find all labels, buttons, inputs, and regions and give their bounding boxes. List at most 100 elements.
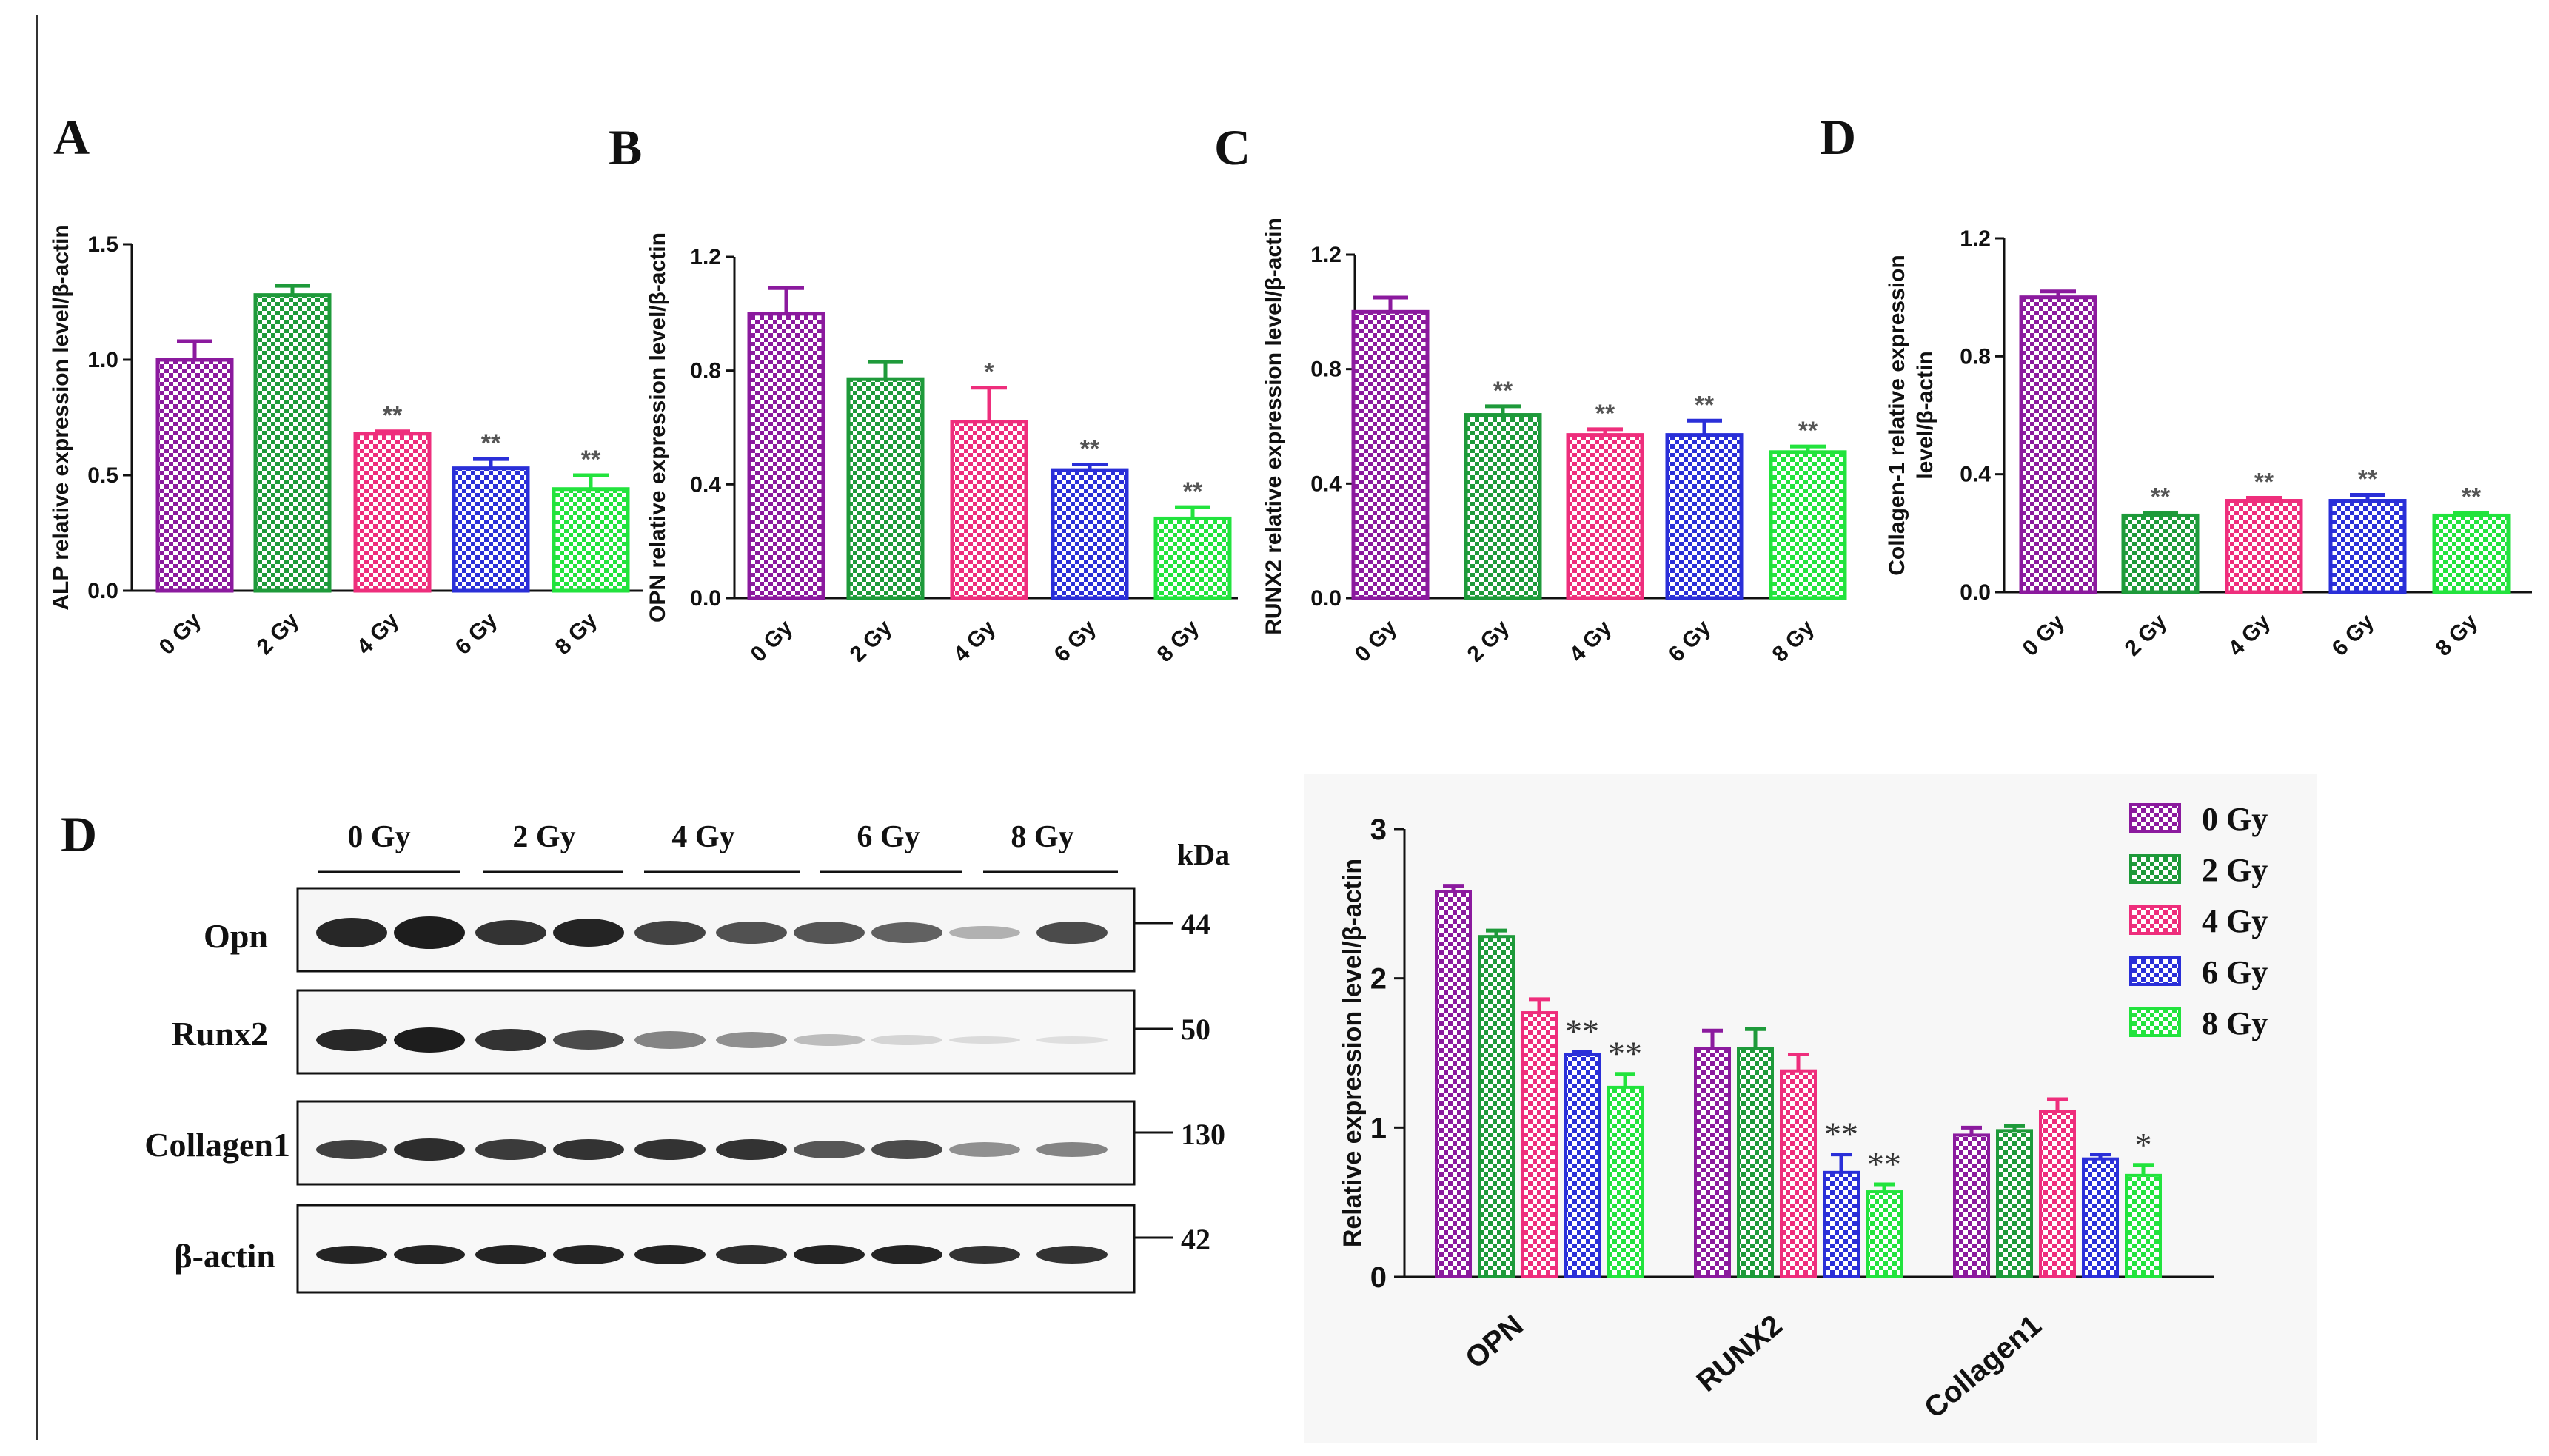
- bar-0-gy: [155, 358, 234, 593]
- legend-swatch-2-gy: [2129, 854, 2181, 884]
- bar-8-gy: [1769, 450, 1847, 600]
- kda-label: kDa: [1177, 838, 1230, 871]
- band-runx2: [634, 1031, 706, 1049]
- band-opn: [949, 926, 1020, 939]
- y-tick-label: 0.4: [690, 472, 721, 497]
- bar-2-gy: [1464, 413, 1542, 600]
- significance-marker: **: [1493, 377, 1513, 405]
- band-collagen1: [871, 1140, 942, 1159]
- y-tick-label: 3: [1370, 813, 1387, 846]
- x-tick-label: 8 Gy: [2431, 609, 2483, 661]
- band-opn: [716, 922, 787, 944]
- band-collagen1: [1036, 1142, 1108, 1157]
- bar-runx2-2-gy: [1737, 1047, 1774, 1278]
- band-opn: [1036, 922, 1108, 944]
- y-tick-label: 1.2: [1310, 243, 1342, 267]
- bar-2-gy: [2121, 513, 2200, 594]
- kda-value-runx2: 50: [1181, 1013, 1210, 1046]
- y-tick-label: 0.0: [1960, 580, 1991, 605]
- significance-marker: **: [1565, 1012, 1599, 1050]
- band-beta-actin: [871, 1245, 942, 1264]
- band-collagen1: [316, 1140, 387, 1159]
- row-label-opn: Opn: [204, 917, 268, 955]
- band-beta-actin: [316, 1246, 387, 1264]
- band-opn: [475, 920, 546, 945]
- bar-collagen1-2-gy: [1996, 1129, 2033, 1279]
- significance-marker: **: [1595, 400, 1615, 428]
- y-tick-label: 0.8: [690, 359, 721, 383]
- x-tick-label: 4 Gy: [949, 615, 1001, 667]
- legend-swatch-8-gy: [2129, 1007, 2181, 1037]
- band-opn: [634, 921, 706, 945]
- significance-marker: *: [984, 358, 994, 386]
- bar-collagen1-0-gy: [1953, 1133, 1990, 1278]
- bar-2-gy: [253, 293, 332, 593]
- y-axis-label: ALP relative expression level/β-actin: [49, 224, 73, 610]
- band-beta-actin: [475, 1245, 546, 1264]
- bar-8-gy: [1153, 516, 1232, 600]
- bar-4-gy: [950, 420, 1028, 600]
- band-beta-actin: [1036, 1246, 1108, 1264]
- y-tick-label: 0.8: [1960, 344, 1991, 369]
- legend: 0 Gy 2 Gy 4 Gy 6 Gy 8 Gy: [2129, 801, 2268, 1041]
- significance-marker: **: [2462, 483, 2482, 511]
- band-runx2: [794, 1034, 865, 1046]
- y-tick-label: 2: [1370, 963, 1387, 996]
- row-label-collagen1: Collagen1: [144, 1126, 290, 1164]
- band-collagen1: [553, 1139, 624, 1160]
- band-beta-actin: [794, 1245, 865, 1264]
- kda-value-collagen1: 130: [1181, 1118, 1225, 1151]
- y-axis-label: OPN relative expression level/β-actin: [646, 232, 670, 623]
- band-beta-actin: [394, 1245, 465, 1264]
- x-tick-label: 6 Gy: [1664, 615, 1716, 667]
- lane-label-6gy: 6 Gy: [857, 820, 920, 854]
- x-tick-label: 2 Gy: [845, 615, 897, 667]
- legend-label-2-gy: 2 Gy: [2202, 852, 2268, 888]
- bar-collagen1-4-gy: [2039, 1110, 2076, 1279]
- significance-marker: **: [383, 402, 403, 430]
- bar-runx2-8-gy: [1866, 1190, 1903, 1279]
- band-runx2: [716, 1032, 787, 1048]
- x-tick-label: 0 Gy: [1350, 615, 1402, 667]
- panel-letter-d: D: [1820, 109, 1856, 165]
- significance-marker: **: [2358, 466, 2378, 494]
- bar-opn-6-gy: [1564, 1053, 1601, 1279]
- x-tick-label: 6 Gy: [451, 608, 503, 660]
- bar-opn-2-gy: [1478, 935, 1515, 1278]
- chart-collagen1: 0.0 0.4 0.8 1.2 Collagen-1 relative expressi…: [1885, 227, 2532, 661]
- lane-label-4gy: 4 Gy: [671, 820, 734, 854]
- bar-0-gy: [2019, 295, 2097, 594]
- band-collagen1: [475, 1139, 546, 1160]
- kda-value-opn: 44: [1181, 908, 1210, 941]
- kda-value-beta-actin: 42: [1181, 1223, 1210, 1256]
- chart-alp: 0.0 0.5 1.0 1.5 ALP relative expression leve…: [49, 224, 643, 660]
- x-tick-label: 8 Gy: [1768, 615, 1820, 667]
- band-opn: [871, 922, 942, 943]
- x-tick-label: 8 Gy: [1153, 615, 1205, 667]
- bar-8-gy: [552, 487, 630, 593]
- lane-label-2gy: 2 Gy: [512, 820, 575, 854]
- y-tick-label: 0.8: [1310, 358, 1342, 382]
- x-tick-label: 2 Gy: [1463, 615, 1515, 667]
- significance-marker: **: [1695, 391, 1715, 419]
- significance-marker: **: [1183, 477, 1203, 506]
- panel-letter-c: C: [1214, 119, 1250, 175]
- x-tick-label: 0 Gy: [746, 615, 798, 667]
- x-tick-label: 6 Gy: [2328, 609, 2379, 661]
- x-tick-label: 6 Gy: [1050, 615, 1102, 667]
- bar-opn-0-gy: [1435, 890, 1472, 1278]
- bar-8-gy: [2432, 513, 2511, 594]
- bar-4-gy: [1566, 433, 1644, 600]
- blot-panel-letter: D: [61, 806, 97, 862]
- bar-collagen1-6-gy: [2082, 1157, 2119, 1279]
- band-runx2: [871, 1035, 942, 1045]
- band-runx2: [1036, 1036, 1108, 1044]
- y-tick-label: 0.5: [87, 463, 118, 488]
- y-tick-label: 1.2: [690, 245, 721, 269]
- y-tick-label: 0: [1370, 1261, 1387, 1294]
- significance-marker: **: [1824, 1116, 1858, 1153]
- y-axis-label: Relative expression level/β-actin: [1339, 859, 1367, 1247]
- significance-marker: **: [2151, 483, 2171, 511]
